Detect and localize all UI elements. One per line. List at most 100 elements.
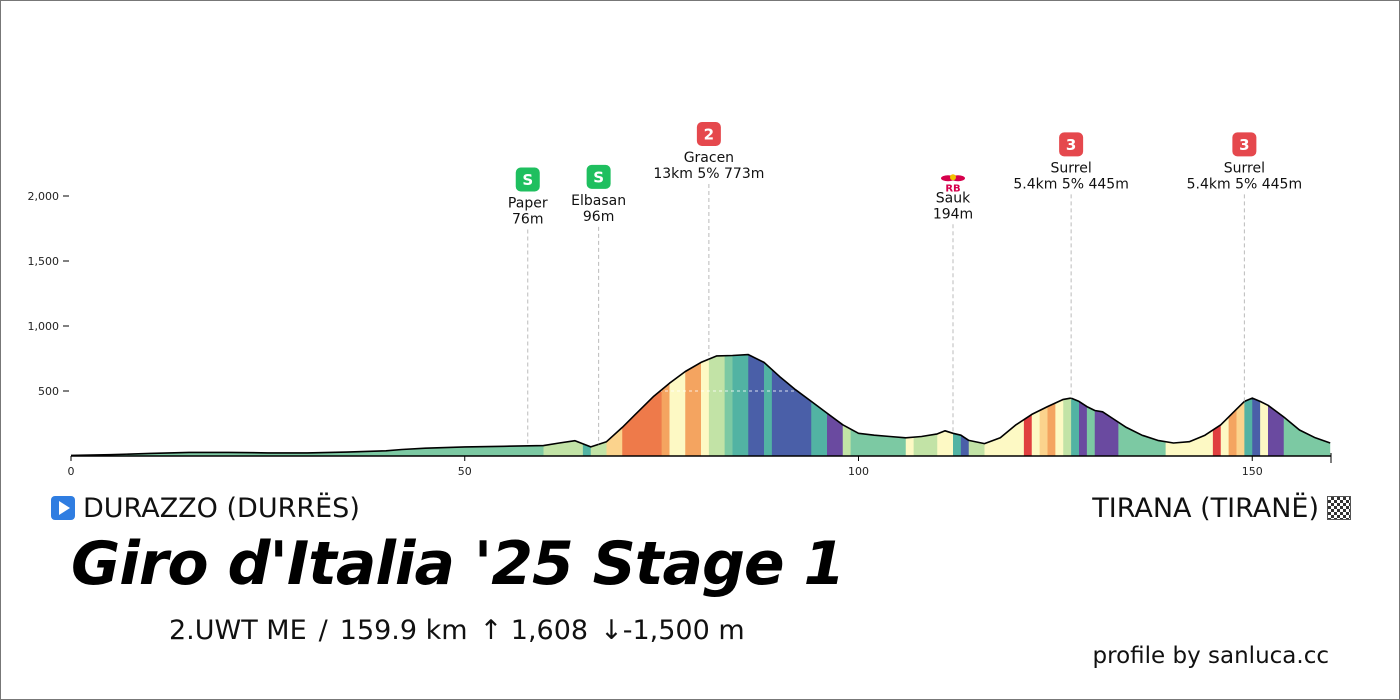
gradient-segments bbox=[71, 354, 1331, 456]
gradient-segment-31 bbox=[1055, 354, 1064, 456]
redbull-badge-text: RB bbox=[945, 183, 960, 194]
profile-credit: profile by sanluca.cc bbox=[1092, 643, 1329, 669]
gradient-segment-29 bbox=[1039, 354, 1048, 456]
gradient-segment-46 bbox=[1268, 354, 1285, 456]
gradient-segment-15 bbox=[771, 354, 812, 456]
y-tick-label-1: 1,000 bbox=[28, 320, 60, 333]
gradient-segment-17 bbox=[827, 354, 844, 456]
play-icon bbox=[51, 496, 75, 520]
gradient-segment-38 bbox=[1165, 354, 1214, 456]
gradient-segment-26 bbox=[984, 354, 1025, 456]
marker-detail: 76m bbox=[512, 212, 543, 228]
marker-badge-text: 3 bbox=[1239, 136, 1249, 154]
gradient-segment-32 bbox=[1063, 354, 1072, 456]
gradient-segment-9 bbox=[701, 354, 710, 456]
marker-badge-text: 2 bbox=[704, 126, 714, 144]
gradient-segment-0 bbox=[71, 354, 544, 456]
gradient-segment-10 bbox=[708, 354, 726, 456]
gradient-segment-13 bbox=[748, 354, 765, 456]
gradient-segment-21 bbox=[913, 354, 938, 456]
checkered-flag-icon bbox=[1327, 496, 1351, 520]
marker-detail: 5.4km 5% 445m bbox=[1013, 176, 1128, 192]
marker-name: Surrel bbox=[1051, 160, 1092, 176]
marker-detail: 13km 5% 773m bbox=[653, 166, 764, 182]
marker-detail: 5.4km 5% 445m bbox=[1187, 176, 1302, 192]
gradient-segment-33 bbox=[1071, 354, 1080, 456]
gradient-segment-28 bbox=[1031, 354, 1041, 456]
marker-detail: 194m bbox=[933, 206, 973, 222]
marker-badge bbox=[696, 122, 721, 146]
marker-badge-text: S bbox=[522, 171, 533, 189]
marker-badge bbox=[1232, 132, 1257, 157]
gradient-segment-39 bbox=[1212, 354, 1222, 456]
gradient-segment-1 bbox=[543, 354, 584, 456]
marker-badge bbox=[586, 164, 611, 189]
gradient-segment-19 bbox=[850, 354, 907, 456]
start-location-label: DURAZZO (DURRËS) bbox=[83, 493, 360, 524]
marker-name: Sauk bbox=[936, 190, 971, 206]
marker-badge-text: S bbox=[593, 168, 604, 186]
gradient-segment-37 bbox=[1118, 354, 1167, 456]
gradient-segment-35 bbox=[1086, 354, 1096, 456]
marker-badge bbox=[1059, 132, 1084, 157]
start-location: DURAZZO (DURRËS) bbox=[51, 493, 360, 524]
gradient-segment-11 bbox=[724, 354, 733, 456]
elevation-gain: ↑ 1,608 bbox=[479, 615, 589, 646]
marker-name: Surrel bbox=[1224, 160, 1265, 176]
x-tick-label-0: 0 bbox=[68, 465, 75, 478]
gradient-segment-40 bbox=[1220, 354, 1230, 456]
marker-badge-text: 3 bbox=[1066, 136, 1076, 154]
elevation-loss: ↓-1,500 m bbox=[600, 615, 745, 646]
finish-location-label: TIRANA (TIRANË) bbox=[1092, 493, 1319, 524]
gradient-segment-8 bbox=[685, 354, 702, 456]
marker-badge bbox=[515, 167, 540, 192]
race-category: 2.UWT ME bbox=[169, 615, 307, 646]
stage-stats: 2.UWT ME / 159.9 km ↑ 1,608 ↓-1,500 m bbox=[169, 615, 757, 646]
y-tick-label-2: 1,500 bbox=[28, 255, 60, 268]
y-tick-label-0: 500 bbox=[38, 385, 59, 398]
gradient-segment-5 bbox=[622, 354, 663, 456]
gradient-segment-44 bbox=[1252, 354, 1261, 456]
marker-name: Gracen bbox=[684, 150, 734, 166]
gradient-segment-30 bbox=[1047, 354, 1056, 456]
gradient-segment-27 bbox=[1023, 354, 1033, 456]
gradient-segment-34 bbox=[1079, 354, 1088, 456]
gradient-segment-18 bbox=[842, 354, 852, 456]
y-tick-label-3: 2,000 bbox=[28, 190, 60, 203]
marker-name: Elbasan bbox=[571, 193, 626, 209]
stage-title: Giro d'Italia '25 Stage 1 bbox=[71, 529, 845, 599]
gradient-segment-2 bbox=[582, 354, 592, 456]
stage-distance: 159.9 km bbox=[339, 615, 468, 646]
gradient-segment-25 bbox=[968, 354, 985, 456]
gradient-segment-16 bbox=[811, 354, 828, 456]
gradient-segment-12 bbox=[732, 354, 749, 456]
elevation-profile-chart: 0 50 100 1505001,0001,5002,00076mPaperS96mE… bbox=[28, 122, 1332, 478]
marker-detail: 96m bbox=[583, 209, 614, 225]
elevation-outline bbox=[70, 353, 1331, 457]
gradient-segment-22 bbox=[937, 354, 954, 456]
gradient-segment-47 bbox=[1283, 354, 1331, 456]
x-tick-label-2: 100 bbox=[848, 465, 869, 478]
gradient-segment-24 bbox=[960, 354, 970, 456]
stats-separator: / bbox=[318, 615, 328, 646]
gradient-segment-45 bbox=[1260, 354, 1269, 456]
finish-location: TIRANA (TIRANË) bbox=[1092, 493, 1351, 524]
gradient-segment-20 bbox=[905, 354, 915, 456]
gradient-segment-23 bbox=[953, 354, 962, 456]
gradient-segment-7 bbox=[669, 354, 686, 456]
gradient-segment-4 bbox=[606, 354, 623, 456]
gradient-segment-14 bbox=[764, 354, 773, 456]
gradient-segment-43 bbox=[1244, 354, 1253, 456]
redbull-logo-sun bbox=[950, 174, 956, 181]
gradient-segment-36 bbox=[1094, 354, 1119, 456]
marker-name: Paper bbox=[508, 196, 548, 212]
x-tick-label-3: 150 bbox=[1242, 465, 1263, 478]
x-tick-label-1: 50 bbox=[458, 465, 472, 478]
